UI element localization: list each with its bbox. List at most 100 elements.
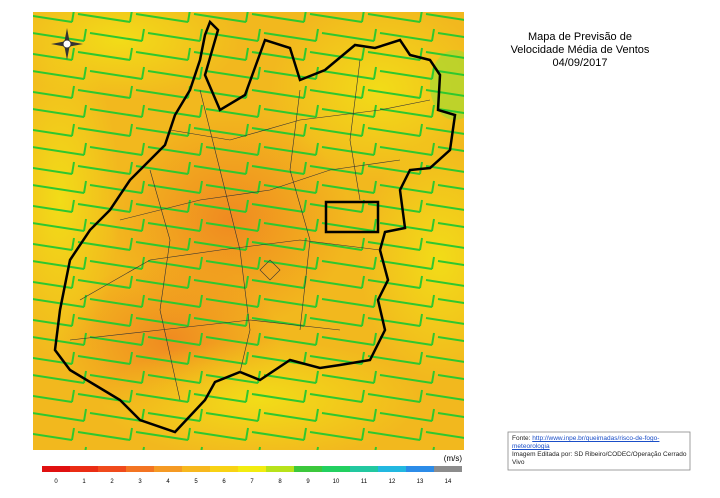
wind-barb bbox=[135, 47, 191, 61]
wind-barb bbox=[33, 180, 87, 194]
state-outline bbox=[53, 19, 457, 434]
wind-barb bbox=[425, 431, 464, 439]
wind-barb bbox=[77, 199, 133, 213]
source-edited: Imagem Editada por: SD Ribeiro/CODEC/Ope… bbox=[512, 451, 687, 466]
wind-barb bbox=[251, 237, 307, 251]
wind-barb bbox=[437, 412, 464, 419]
wind-barb bbox=[367, 237, 423, 251]
wind-barb bbox=[135, 199, 191, 213]
wind-barb bbox=[89, 218, 145, 232]
legend-label: 9 bbox=[306, 479, 310, 485]
wind-barb bbox=[321, 28, 377, 42]
wind-barb bbox=[379, 256, 435, 270]
wind-barb bbox=[33, 427, 75, 441]
legend-label: 6 bbox=[222, 479, 226, 485]
wind-barb bbox=[425, 355, 464, 363]
wind-barb bbox=[258, 446, 261, 450]
wind-barb bbox=[321, 370, 377, 384]
wind-barb bbox=[200, 446, 203, 450]
wind-barb bbox=[147, 66, 203, 80]
wind-barb bbox=[309, 313, 365, 327]
wind-barb bbox=[316, 446, 319, 450]
wind-barb bbox=[84, 446, 87, 450]
wind-barb bbox=[309, 275, 365, 289]
legend-swatch bbox=[378, 466, 406, 472]
wind-barb bbox=[89, 294, 145, 308]
wind-barb bbox=[367, 85, 423, 99]
wind-barb bbox=[425, 13, 464, 21]
wind-barb bbox=[33, 142, 87, 156]
wind-barb bbox=[379, 180, 435, 194]
legend-label: 13 bbox=[417, 479, 424, 485]
wind-barb bbox=[251, 313, 307, 327]
wind-barb bbox=[321, 66, 377, 80]
legend-swatch bbox=[42, 466, 70, 472]
wind-barb bbox=[367, 313, 423, 327]
wind-barb bbox=[33, 218, 87, 232]
wind-barb bbox=[379, 28, 435, 42]
wind-barb bbox=[437, 32, 464, 39]
wind-barb bbox=[425, 165, 464, 173]
wind-barb bbox=[77, 85, 133, 99]
wind-barb bbox=[135, 123, 191, 137]
title-line: Velocidade Média de Ventos bbox=[511, 44, 650, 56]
wind-barb bbox=[147, 370, 203, 384]
wind-barb bbox=[321, 256, 377, 270]
wind-barb bbox=[147, 28, 203, 42]
wind-barb bbox=[193, 427, 249, 441]
wind-barb bbox=[193, 199, 249, 213]
wind-barb bbox=[437, 298, 464, 305]
legend-label: 10 bbox=[333, 479, 340, 485]
legend-label: 8 bbox=[278, 479, 282, 485]
wind-barb bbox=[89, 256, 145, 270]
wind-barb bbox=[193, 389, 249, 403]
wind-barb bbox=[367, 275, 423, 289]
wind-barb bbox=[425, 89, 464, 97]
wind-barb bbox=[251, 161, 307, 175]
wind-barb bbox=[425, 51, 464, 59]
wind-barb bbox=[147, 180, 203, 194]
wind-barb bbox=[263, 294, 319, 308]
wind-barb bbox=[89, 332, 145, 346]
wind-barb bbox=[425, 203, 464, 211]
wind-barb bbox=[135, 427, 191, 441]
wind-barb bbox=[425, 393, 464, 401]
wind-barb bbox=[135, 313, 191, 327]
legend-swatch bbox=[98, 466, 126, 472]
wind-barb bbox=[89, 28, 145, 42]
wind-barb bbox=[89, 142, 145, 156]
wind-barb bbox=[367, 389, 423, 403]
map bbox=[33, 12, 464, 450]
legend-label: 0 bbox=[54, 479, 58, 485]
municipal-borders bbox=[69, 59, 431, 401]
wind-barb bbox=[263, 180, 319, 194]
wind-barb bbox=[33, 85, 75, 99]
wind-barb bbox=[33, 199, 75, 213]
wind-barb bbox=[263, 370, 319, 384]
wind-barb bbox=[367, 12, 423, 23]
legend-swatch bbox=[266, 466, 294, 472]
wind-barb bbox=[263, 28, 319, 42]
legend-swatch bbox=[434, 466, 462, 472]
wind-barb bbox=[147, 142, 203, 156]
wind-barb bbox=[193, 351, 249, 365]
wind-barb bbox=[33, 28, 87, 42]
wind-barb bbox=[147, 256, 203, 270]
source-link[interactable]: http://www.inpe.br/queimadas/risco-de-fo… bbox=[512, 435, 660, 450]
wind-barb bbox=[432, 446, 435, 450]
wind-barb bbox=[205, 28, 261, 42]
wind-barb bbox=[205, 218, 261, 232]
wind-barb bbox=[193, 237, 249, 251]
wind-barb bbox=[367, 427, 423, 441]
legend-swatch bbox=[238, 466, 266, 472]
legend-label: 5 bbox=[194, 479, 198, 485]
wind-barb bbox=[251, 389, 307, 403]
wind-barb bbox=[309, 123, 365, 137]
wind-barb bbox=[77, 351, 133, 365]
wind-barb bbox=[89, 180, 145, 194]
wind-barb bbox=[77, 123, 133, 137]
wind-barb bbox=[33, 47, 75, 61]
wind-barb bbox=[205, 294, 261, 308]
wind-barb bbox=[379, 408, 435, 422]
